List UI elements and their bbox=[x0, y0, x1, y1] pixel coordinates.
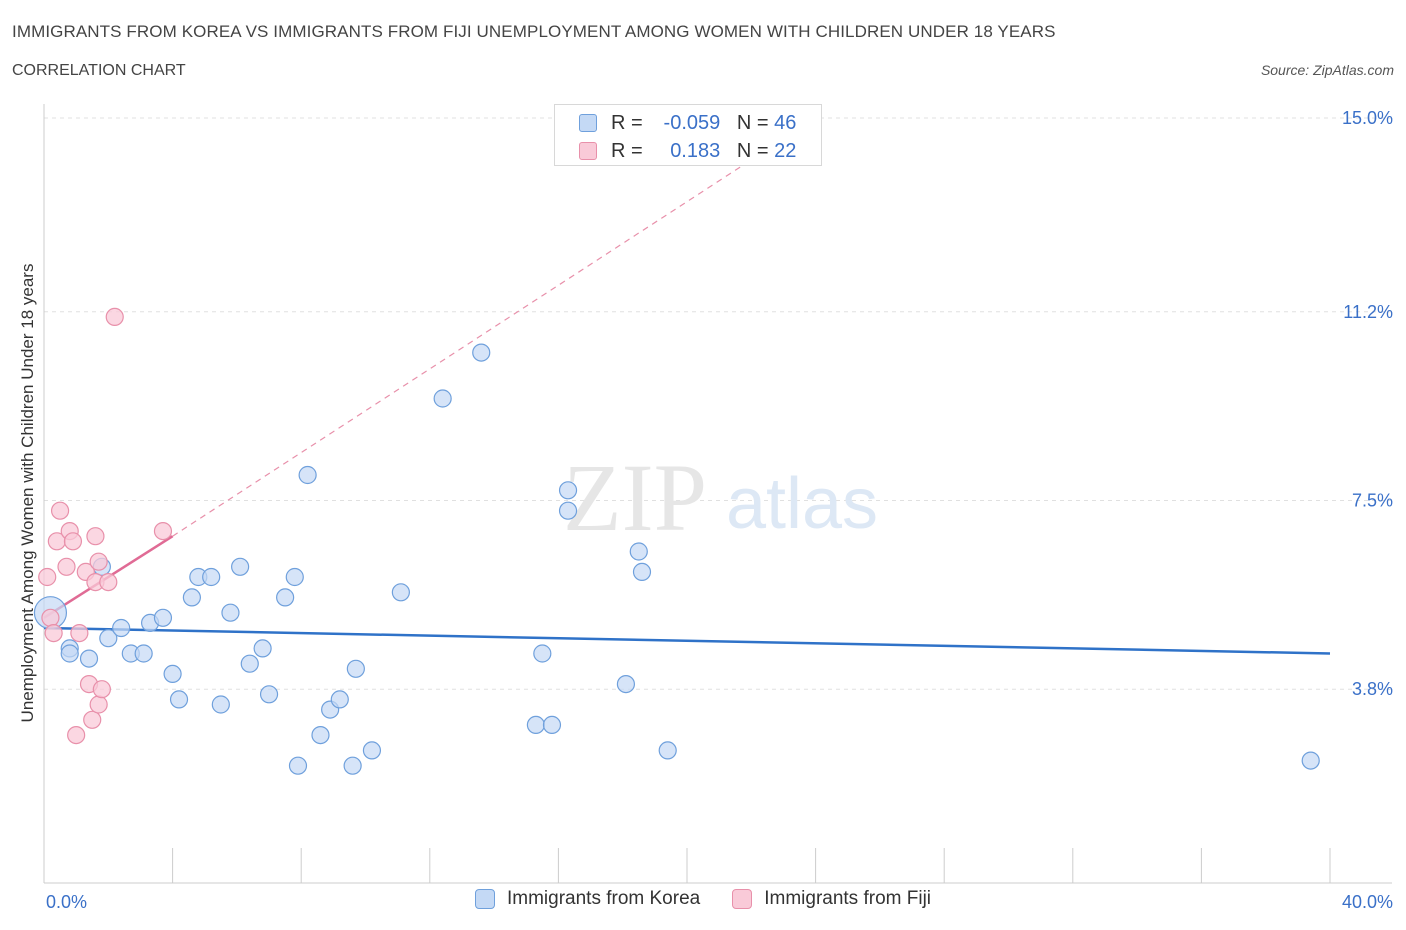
korea-trend-line bbox=[43, 626, 1331, 655]
fiji-point bbox=[63, 532, 83, 551]
korea-legend-label: Immigrants from Korea bbox=[506, 888, 701, 909]
korea-point bbox=[558, 481, 578, 500]
watermark-zip: ZIP bbox=[563, 444, 707, 551]
x-tick-label-max: 40.0% bbox=[1342, 892, 1393, 912]
fiji-n-label: N = bbox=[736, 139, 769, 162]
fiji-legend-swatch bbox=[732, 889, 753, 909]
korea-point bbox=[288, 756, 308, 775]
gridlines bbox=[44, 117, 1392, 690]
watermark: ZIP atlas bbox=[563, 444, 878, 551]
fiji-point bbox=[89, 695, 108, 714]
korea-point bbox=[558, 501, 578, 520]
series-legend: Immigrants from Korea Immigrants from Fi… bbox=[0, 888, 1406, 910]
korea-point bbox=[240, 654, 259, 673]
y-axis-label: Unemployment Among Women with Children U… bbox=[18, 263, 37, 723]
legend-row-korea: R = -0.059 N = 46 bbox=[579, 111, 796, 135]
korea-point bbox=[311, 725, 330, 745]
fiji-trend-line-dashed bbox=[172, 117, 816, 537]
korea-point bbox=[433, 389, 452, 408]
fiji-point bbox=[44, 623, 63, 643]
fiji-point bbox=[89, 552, 108, 571]
korea-point bbox=[60, 644, 79, 663]
korea-n-value: 46 bbox=[774, 111, 797, 134]
fiji-point bbox=[83, 710, 102, 729]
korea-point bbox=[182, 588, 201, 607]
source-label: Source: ZipAtlas.com bbox=[1260, 62, 1394, 78]
y-tick-label: 7.5% bbox=[1352, 491, 1393, 511]
korea-point bbox=[231, 557, 250, 576]
y-tick-label: 3.8% bbox=[1352, 679, 1393, 699]
korea-point bbox=[472, 343, 491, 362]
korea-point bbox=[112, 618, 131, 638]
y-tick-label: 11.2% bbox=[1343, 302, 1393, 322]
korea-point bbox=[330, 690, 349, 709]
korea-swatch bbox=[579, 114, 597, 132]
fiji-point bbox=[70, 623, 89, 643]
fiji-point bbox=[38, 567, 57, 587]
korea-point bbox=[99, 629, 118, 648]
fiji-swatch bbox=[579, 142, 597, 160]
fiji-point bbox=[50, 501, 70, 520]
korea-point bbox=[343, 756, 362, 775]
korea-point bbox=[391, 583, 410, 602]
chart-title: IMMIGRANTS FROM KOREA VS IMMIGRANTS FROM… bbox=[12, 22, 1056, 41]
fiji-point bbox=[105, 307, 124, 326]
fiji-point bbox=[153, 521, 173, 541]
korea-legend-swatch bbox=[474, 889, 495, 909]
korea-point bbox=[362, 741, 382, 760]
fiji-legend-label: Immigrants from Fiji bbox=[764, 888, 932, 909]
korea-point bbox=[298, 465, 317, 485]
legend-item-fiji[interactable]: Immigrants from Fiji bbox=[732, 888, 931, 910]
fiji-point bbox=[41, 608, 60, 627]
korea-point bbox=[153, 608, 173, 627]
korea-point bbox=[629, 542, 648, 561]
korea-point bbox=[259, 685, 279, 704]
korea-point bbox=[253, 639, 272, 658]
tick-labels: 3.8% 7.5% 11.2% 15.0% 0.0% 40.0% bbox=[46, 108, 1393, 912]
correlation-legend: R = -0.059 N = 46 R = 0.183 N = 22 bbox=[554, 104, 822, 166]
korea-r-value: -0.059 bbox=[663, 111, 721, 134]
korea-point bbox=[79, 649, 99, 668]
korea-point bbox=[1301, 751, 1320, 770]
x-tick-label-min: 0.0% bbox=[46, 892, 87, 912]
korea-point bbox=[632, 562, 652, 582]
data-points bbox=[33, 307, 1320, 775]
korea-point bbox=[542, 715, 562, 735]
korea-point bbox=[169, 690, 189, 709]
korea-point bbox=[211, 695, 230, 714]
korea-point bbox=[533, 644, 552, 663]
korea-point bbox=[526, 715, 545, 735]
chart-subtitle: CORRELATION CHART bbox=[12, 62, 186, 79]
fiji-point bbox=[67, 725, 86, 745]
korea-point bbox=[202, 567, 221, 587]
fiji-point bbox=[92, 680, 111, 699]
fiji-point bbox=[86, 527, 105, 546]
axes bbox=[43, 104, 1392, 884]
korea-point bbox=[276, 588, 295, 607]
fiji-point bbox=[57, 557, 76, 576]
fiji-r-value: 0.183 bbox=[670, 139, 721, 162]
korea-r-label: R = bbox=[611, 111, 643, 134]
y-tick-label: 15.0% bbox=[1342, 108, 1393, 128]
fiji-point bbox=[99, 572, 118, 592]
korea-point bbox=[346, 659, 365, 678]
fiji-r-label: R = bbox=[611, 139, 643, 162]
legend-item-korea[interactable]: Immigrants from Korea bbox=[474, 888, 701, 910]
korea-point bbox=[134, 644, 153, 663]
korea-point bbox=[221, 603, 240, 622]
watermark-atlas: atlas bbox=[726, 464, 878, 544]
korea-point bbox=[658, 741, 677, 760]
korea-point bbox=[163, 664, 182, 684]
fiji-n-value: 22 bbox=[774, 139, 797, 162]
korea-n-label: N = bbox=[736, 111, 769, 134]
korea-point bbox=[285, 567, 304, 587]
legend-row-fiji: R = 0.183 N = 22 bbox=[579, 139, 796, 163]
korea-point bbox=[616, 674, 636, 694]
